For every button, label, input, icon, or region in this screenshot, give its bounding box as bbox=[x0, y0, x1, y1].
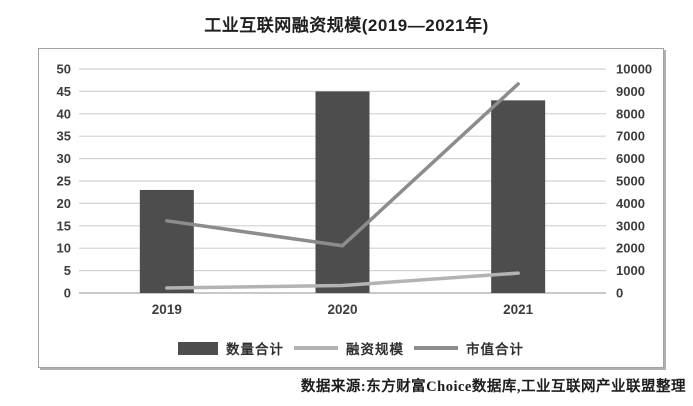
right-axis-tick: 5000 bbox=[616, 174, 645, 189]
bar-2021 bbox=[491, 100, 546, 293]
legend-line-swatch bbox=[294, 346, 338, 350]
combo-chart-plot: 0 0 5 1000 10 2000 15 3000 20 4000 25 5000 30 6000 35 7… bbox=[57, 62, 653, 318]
right-axis-tick: 3000 bbox=[616, 218, 645, 233]
x-axis-label: 2021 bbox=[503, 302, 534, 317]
legend-item: 市值合计 bbox=[414, 338, 524, 358]
legend-label: 数量合计 bbox=[226, 342, 284, 357]
x-axis-label: 2019 bbox=[152, 302, 182, 317]
left-axis-tick: 5 bbox=[64, 263, 71, 278]
legend-label: 市值合计 bbox=[466, 342, 524, 357]
right-axis-tick: 9000 bbox=[616, 84, 645, 99]
source-note: 数据来源:东方财富Choice数据库,工业互联网产业联盟整理 bbox=[300, 379, 686, 395]
left-axis-tick: 10 bbox=[57, 241, 71, 256]
line-series bbox=[165, 271, 520, 290]
chart-legend: 数量合计 融资规模 市值合计 bbox=[39, 338, 663, 358]
left-axis-tick: 35 bbox=[57, 129, 71, 144]
left-axis-tick: 0 bbox=[64, 286, 71, 301]
chart-title: 工业互联网融资规模(2019—2021年) bbox=[204, 16, 489, 35]
left-axis-tick: 45 bbox=[57, 84, 71, 99]
right-axis-tick: 0 bbox=[616, 286, 623, 301]
line-series bbox=[165, 82, 520, 248]
right-axis-tick: 1000 bbox=[616, 263, 645, 278]
bar-2020 bbox=[315, 91, 370, 294]
x-axis-label: 2020 bbox=[327, 302, 357, 317]
chart-area: 0 0 5 1000 10 2000 15 3000 20 4000 25 5000 30 6000 35 7… bbox=[38, 48, 664, 368]
right-axis-tick: 8000 bbox=[616, 106, 645, 121]
left-axis-tick: 50 bbox=[57, 62, 71, 77]
left-axis-tick: 20 bbox=[57, 196, 71, 211]
left-axis-tick: 25 bbox=[57, 174, 71, 189]
right-axis-tick: 10000 bbox=[616, 62, 652, 77]
left-axis-tick: 40 bbox=[57, 106, 71, 121]
left-axis-tick: 30 bbox=[57, 151, 71, 166]
right-axis-tick: 7000 bbox=[616, 129, 645, 144]
legend-item: 融资规模 bbox=[294, 338, 404, 358]
legend-label: 融资规模 bbox=[346, 342, 404, 357]
right-axis-tick: 4000 bbox=[616, 196, 645, 211]
legend-item: 数量合计 bbox=[178, 338, 284, 358]
legend-line-swatch bbox=[414, 346, 458, 350]
legend-bar-swatch bbox=[178, 341, 218, 355]
right-axis-tick: 2000 bbox=[616, 241, 645, 256]
left-axis-tick: 15 bbox=[57, 218, 71, 233]
right-axis-tick: 6000 bbox=[616, 151, 645, 166]
bar-2019 bbox=[139, 189, 194, 293]
